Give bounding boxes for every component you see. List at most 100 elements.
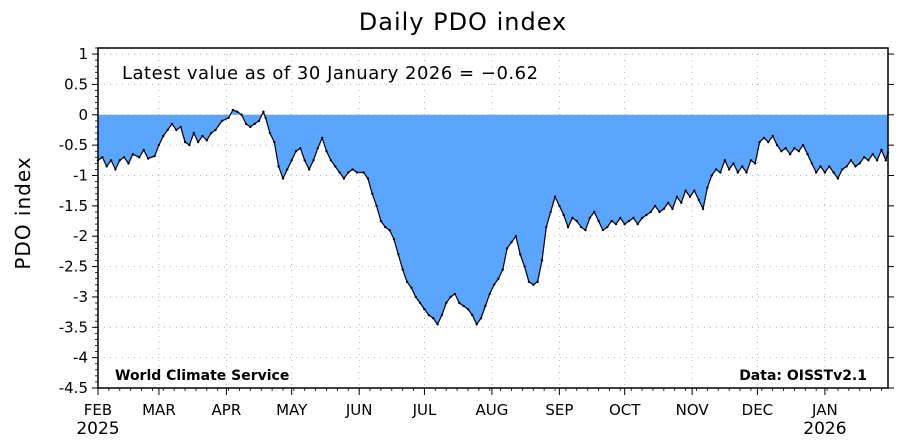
pdo-data-point [788, 153, 792, 156]
y-tick-label: 1 [78, 45, 88, 63]
pdo-data-point [810, 162, 813, 165]
pdo-data-point [347, 171, 350, 174]
pdo-data-point [758, 140, 761, 144]
pdo-data-point [236, 110, 239, 114]
pdo-data-point [188, 143, 191, 147]
pdo-data-point [754, 162, 757, 165]
year-label: 2025 [76, 419, 119, 439]
x-tick-label: SEP [545, 401, 573, 419]
pdo-data-point [767, 140, 770, 144]
pdo-data-point [445, 301, 448, 305]
pdo-data-point [784, 147, 787, 150]
year-label: 2026 [803, 419, 846, 439]
pdo-data-point [214, 128, 217, 132]
y-tick-label: -2 [73, 227, 88, 245]
pdo-data-point [849, 159, 853, 162]
pdo-data-point [501, 268, 504, 271]
pdo-data-point [780, 150, 783, 153]
x-tick-label: APR [212, 401, 242, 419]
pdo-data-point [553, 195, 557, 198]
pdo-data-point [351, 168, 354, 171]
pdo-data-point [436, 323, 439, 326]
pdo-data-point [675, 195, 679, 198]
pdo-data-point [614, 222, 618, 226]
y-tick-label: -2.5 [59, 258, 88, 276]
x-tick-label: DEC [742, 401, 774, 419]
pdo-data-point [845, 165, 848, 168]
pdo-data-point [732, 162, 735, 165]
pdo-data-point [519, 253, 522, 256]
pdo-data-point [823, 171, 827, 174]
x-tick-label: JAN [811, 401, 838, 419]
pdo-data-point [257, 119, 261, 123]
pdo-data-point [497, 277, 500, 280]
pdo-data-point [741, 165, 744, 168]
pdo-data-point [312, 159, 315, 162]
pdo-data-point [727, 168, 731, 171]
pdo-data-point [466, 307, 470, 311]
axes: 1 0.5 0 -0.5 -1 -1.5 -2 -2.5 -3 -3.5 -4 -4.5 FEB MAR A… [59, 45, 894, 439]
pdo-data-point [316, 147, 319, 150]
pdo-data-point [109, 159, 113, 162]
pdo-data-point [427, 313, 430, 317]
pdo-data-point [371, 192, 374, 195]
pdo-data-point [303, 159, 306, 162]
pdo-data-point [854, 165, 857, 168]
pdo-data-point [240, 113, 243, 117]
pdo-data-point [277, 165, 280, 168]
pdo-data-point [249, 125, 252, 129]
pdo-data-point [566, 225, 570, 229]
pdo-data-point [867, 159, 870, 162]
pdo-data-point [527, 280, 531, 283]
pdo-data-point [475, 323, 478, 326]
pdo-data-point [484, 304, 487, 308]
credit-right: Data: OISSTv2.1 [739, 368, 867, 384]
pdo-data-point [410, 286, 413, 289]
pdo-data-point [138, 156, 141, 159]
pdo-data-point [131, 153, 134, 156]
pdo-data-point [684, 189, 687, 192]
pdo-data-point [321, 136, 324, 140]
pdo-data-point [745, 171, 748, 174]
pdo-data-point [342, 177, 346, 180]
pdo-data-point [575, 219, 578, 223]
pdo-data-point [819, 165, 822, 168]
pdo-data-point [828, 165, 831, 168]
pdo-data-point [536, 280, 539, 283]
pdo-data-point [105, 165, 108, 168]
pdo-data-point [440, 313, 444, 317]
pdo-data-point [579, 225, 583, 229]
pdo-data-point [584, 228, 587, 232]
pdo-data-point [649, 210, 652, 214]
pdo-data-point [736, 171, 739, 174]
pdo-data-point [701, 207, 705, 211]
pdo-data-point [762, 136, 766, 140]
pdo-data-point [815, 171, 818, 174]
pdo-data-point [192, 131, 195, 135]
pdo-data-point [540, 259, 544, 262]
pdo-data-point [588, 216, 591, 220]
pdo-data-point [453, 292, 457, 296]
pdo-data-point [294, 150, 298, 153]
pdo-data-point [523, 265, 526, 268]
pdo-data-point [338, 171, 341, 174]
plot-frame [97, 47, 889, 389]
x-tick-label: JUL [412, 401, 437, 419]
pdo-data-point [597, 219, 600, 223]
y-tick-label: -3 [73, 288, 88, 306]
pdo-data-point [414, 295, 417, 299]
y-tick-label: 0 [78, 106, 88, 124]
pdo-data-point [175, 128, 178, 132]
y-tick-label: -4 [73, 349, 88, 367]
pdo-data-point [719, 171, 722, 174]
pdo-data-point [281, 177, 285, 180]
pdo-data-point [227, 116, 230, 120]
pdo-data-point [601, 228, 605, 232]
pdo-data-point [640, 216, 644, 220]
x-tick-label: MAY [276, 401, 308, 419]
pdo-data-point [366, 177, 370, 180]
pdo-data-point [179, 125, 182, 129]
pdo-data-point [880, 148, 883, 152]
pdo-data-point [290, 159, 293, 162]
